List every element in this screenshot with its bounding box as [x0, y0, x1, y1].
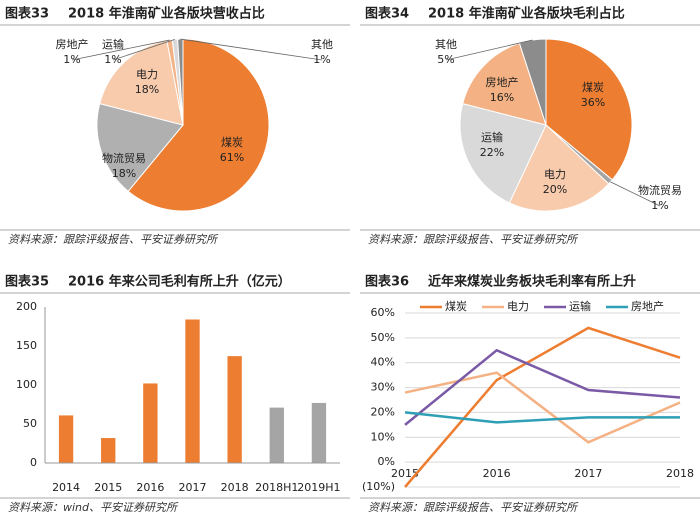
y-tick-label: 200: [16, 300, 37, 313]
figure-label: 图表33: [5, 6, 49, 22]
leader-line: [180, 38, 323, 61]
slice-value: 36%: [581, 96, 605, 109]
y-tick-label: 0%: [378, 455, 395, 468]
leader-line: [71, 39, 170, 61]
slice-name: 房地产: [56, 37, 89, 51]
source-note: 资料来源：wind、平安证券研究所: [8, 501, 179, 514]
slice-value: 1%: [651, 199, 668, 212]
figure-label: 图表34: [365, 6, 409, 22]
slice-name: 房地产: [486, 75, 519, 89]
y-tick-label: 10%: [371, 430, 395, 443]
pie-slice: [462, 42, 547, 126]
leader-line: [610, 181, 661, 207]
y-tick-label: 50: [23, 417, 37, 430]
y-tick-label: 100: [16, 378, 37, 391]
chart-title: 近年来煤炭业务板块毛利率有所上升: [428, 274, 636, 290]
chart-title: 2018 年淮南矿业各版块营收占比: [68, 6, 265, 22]
chart-title: 2018 年淮南矿业各版块毛利占比: [428, 6, 625, 22]
slice-name: 电力: [136, 68, 158, 81]
y-tick-label: 20%: [371, 405, 395, 418]
bar: [101, 438, 116, 463]
legend-label: 电力: [507, 300, 529, 313]
series-line: [404, 371, 681, 444]
bar: [185, 319, 200, 463]
source-note: 资料来源：跟踪评级报告、平安证券研究所: [8, 233, 219, 246]
legend-label: 房地产: [631, 299, 664, 313]
x-tick-label: 2016: [136, 481, 164, 494]
pie-slice: [127, 38, 270, 212]
leader-line: [445, 39, 533, 61]
pie-slice: [508, 124, 610, 212]
slice-value: 20%: [543, 183, 567, 196]
slice-value: 1%: [104, 53, 121, 66]
source-note: 资料来源：跟踪评级报告、平安证券研究所: [368, 501, 579, 514]
series-line: [404, 326, 681, 488]
x-tick-label: 2015: [391, 467, 419, 480]
y-tick-label: (10%): [362, 480, 395, 493]
x-tick-label: 2016: [483, 467, 511, 480]
legend-label: 运输: [569, 299, 591, 313]
leader-line: [112, 39, 176, 61]
source-note: 资料来源：跟踪评级报告、平安证券研究所: [368, 233, 579, 246]
bar: [227, 356, 242, 463]
slice-value: 61%: [220, 151, 244, 164]
slice-value: 22%: [480, 146, 504, 159]
y-tick-label: 60%: [371, 306, 395, 319]
slice-name: 物流贸易: [102, 151, 146, 165]
y-tick-label: 0: [30, 456, 37, 469]
bar: [58, 415, 74, 463]
y-tick-label: 40%: [371, 356, 395, 369]
slice-name: 运输: [481, 130, 503, 144]
pie-slice: [177, 38, 184, 126]
x-tick-label: 2015: [94, 481, 122, 494]
series-line: [404, 411, 680, 424]
bar: [269, 407, 284, 463]
figure-label: 图表36: [365, 274, 409, 290]
y-tick-label: 50%: [371, 331, 395, 344]
pie-slice: [96, 103, 184, 192]
slice-value: 1%: [313, 53, 330, 66]
pie-slice: [545, 38, 633, 181]
series-line: [404, 348, 681, 426]
x-tick-label: 2017: [574, 467, 602, 480]
slice-value: 18%: [112, 167, 136, 180]
y-tick-label: 30%: [371, 381, 395, 394]
slice-name: 运输: [102, 37, 124, 51]
legend-label: 煤炭: [445, 300, 467, 313]
x-tick-label: 2018: [221, 481, 249, 494]
figure-label: 图表35: [5, 274, 49, 290]
slice-name: 煤炭: [221, 136, 243, 149]
bar: [311, 402, 327, 463]
slice-value: 5%: [437, 53, 454, 66]
slice-name: 其他: [435, 38, 457, 51]
slice-value: 1%: [63, 53, 80, 66]
chart-title: 2016 年来公司毛利有所上升（亿元）: [68, 274, 291, 290]
slice-value: 18%: [135, 83, 159, 96]
x-tick-label: 2017: [179, 481, 207, 494]
y-tick-label: 150: [16, 339, 37, 352]
slice-name: 物流贸易: [638, 183, 682, 197]
x-tick-label: 2018H1: [255, 481, 298, 494]
bar: [143, 383, 158, 463]
x-tick-label: 2014: [52, 481, 80, 494]
x-tick-label: 2019H1: [297, 481, 340, 494]
slice-name: 电力: [544, 168, 566, 181]
x-tick-label: 2018: [666, 467, 694, 480]
slice-name: 煤炭: [582, 81, 604, 94]
pie-slice: [459, 103, 547, 204]
slice-value: 16%: [490, 91, 514, 104]
slice-name: 其他: [311, 38, 333, 51]
